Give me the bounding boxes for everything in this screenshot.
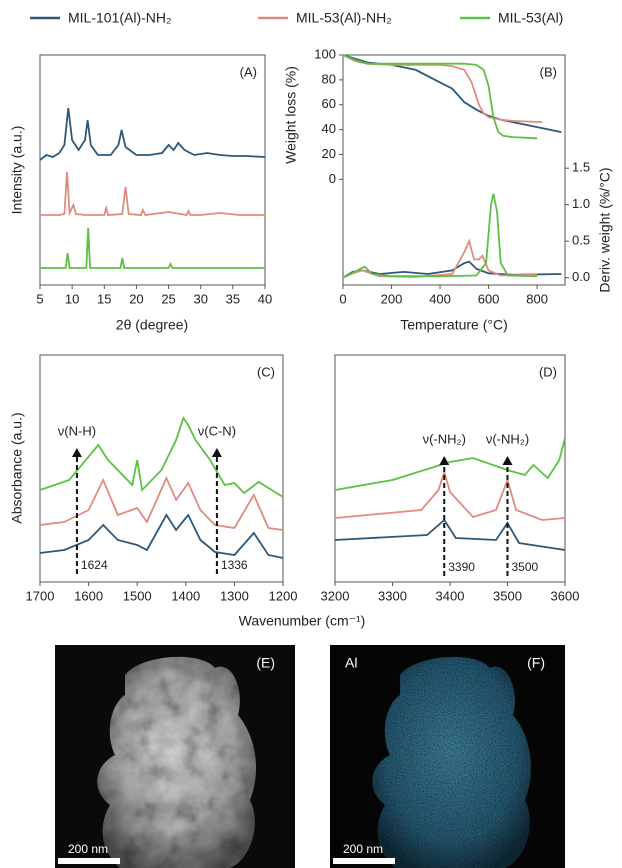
y2-tick-label: 0.0: [572, 269, 590, 284]
x-tick-label: 3600: [551, 588, 580, 603]
x-tick-label: 600: [478, 291, 500, 306]
panel-label: (D): [539, 364, 557, 379]
image-e: [55, 645, 295, 868]
x-tick-label: 25: [161, 291, 175, 306]
y-tick-label: 100: [314, 46, 336, 61]
annotation-value: 3390: [448, 560, 475, 574]
y-axis-label: Absorbance (a.u.): [9, 412, 25, 523]
scale-bar-label: 200 nm: [68, 842, 108, 856]
data-line: [342, 238, 538, 279]
y-tick-label: 60: [322, 96, 336, 111]
annotation-value: 1624: [81, 558, 108, 572]
x-tick-label: 1700: [26, 588, 55, 603]
x-tick-label: 3400: [436, 588, 465, 603]
x-axis-label: Wavenumber (cm⁻¹): [239, 613, 366, 629]
x-tick-label: 1600: [74, 588, 103, 603]
y-axis-label: Weight loss (%): [283, 66, 299, 164]
data-line: [334, 468, 566, 521]
x-tick-label: 5: [36, 291, 43, 306]
data-line: [39, 513, 284, 559]
data-line: [39, 415, 284, 498]
legend-label: MIL-101(Al)-NH₂: [68, 10, 171, 26]
annotation-label: ν(C-N): [198, 423, 236, 438]
annotation-value: 3500: [512, 560, 539, 574]
x-tick-label: 10: [65, 291, 79, 306]
x-tick-label: 40: [258, 291, 272, 306]
annotation-label: ν(-NH₂): [423, 431, 466, 446]
x-tick-label: 3500: [493, 588, 522, 603]
data-line: [342, 54, 538, 140]
plot-frame: [39, 54, 266, 286]
panel-label: (C): [257, 364, 275, 379]
data-line: [40, 171, 265, 217]
data-line: [39, 107, 266, 161]
y-tick-label: 40: [322, 121, 336, 136]
scale-bar-label: 200 nm: [343, 842, 383, 856]
y-tick-label: 0: [329, 171, 336, 186]
x-tick-label: 35: [226, 291, 240, 306]
data-line: [40, 227, 265, 269]
y2-tick-label: 1.5: [572, 160, 590, 175]
x-tick-label: 1500: [123, 588, 152, 603]
panel-label: (B): [540, 64, 557, 79]
element-label: Al: [345, 655, 357, 671]
data-line: [342, 193, 538, 279]
x-axis-label: Temperature (°C): [400, 317, 508, 333]
data-line: [334, 518, 566, 551]
x-tick-label: 15: [97, 291, 111, 306]
annotation-value: 1336: [221, 558, 248, 572]
plot-frame: [342, 54, 566, 286]
arrow-head: [71, 448, 82, 457]
data-line: [334, 437, 566, 491]
x-tick-label: 200: [381, 291, 403, 306]
x-tick-label: 30: [193, 291, 207, 306]
image-label: (F): [527, 655, 545, 671]
x-tick-label: 0: [339, 291, 346, 306]
y-tick-label: 20: [322, 146, 336, 161]
x-axis-label: 2θ (degree): [116, 317, 188, 333]
x-tick-label: 20: [129, 291, 143, 306]
y2-axis-label: Deriv. weight (%/°C): [597, 167, 613, 292]
annotation-label: ν(N-H): [58, 423, 96, 438]
x-tick-label: 1400: [171, 588, 200, 603]
image-f: [330, 645, 565, 868]
data-line: [342, 54, 543, 123]
x-tick-label: 1200: [269, 588, 298, 603]
legend-label: MIL-53(Al): [498, 10, 563, 26]
x-tick-label: 400: [429, 291, 451, 306]
y-axis-label: Intensity (a.u.): [9, 126, 25, 215]
data-line: [39, 475, 284, 531]
y2-tick-label: 1.0: [572, 196, 590, 211]
plot-frame: [39, 354, 284, 583]
x-tick-label: 800: [526, 291, 548, 306]
y-tick-label: 80: [322, 71, 336, 86]
x-tick-label: 3300: [378, 588, 407, 603]
x-tick-label: 1300: [220, 588, 249, 603]
panel-label: (A): [240, 64, 257, 79]
y2-tick-label: 0.5: [572, 233, 590, 248]
arrow-head: [502, 456, 513, 465]
legend-label: MIL-53(Al)-NH₂: [296, 10, 392, 26]
annotation-label: ν(-NH₂): [486, 431, 529, 446]
arrow-head: [211, 448, 222, 457]
image-label: (E): [256, 655, 275, 671]
x-tick-label: 3200: [321, 588, 350, 603]
arrow-head: [439, 456, 450, 465]
